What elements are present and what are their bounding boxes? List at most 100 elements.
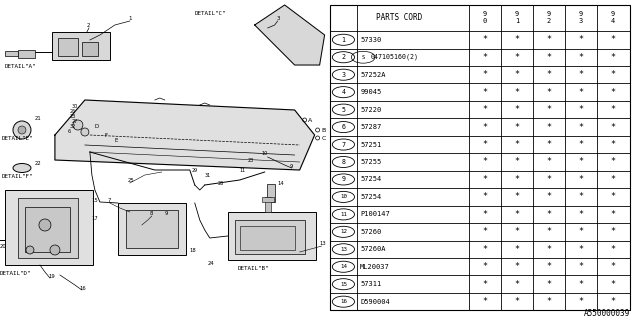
- Text: 25: 25: [128, 178, 134, 183]
- Text: *: *: [515, 70, 520, 79]
- Text: *: *: [611, 210, 616, 219]
- Text: 1: 1: [341, 37, 346, 43]
- Text: *: *: [515, 280, 520, 289]
- Text: *: *: [547, 157, 552, 166]
- Text: *: *: [579, 123, 584, 132]
- Text: 9: 9: [290, 164, 293, 169]
- Text: 57260A: 57260A: [360, 246, 386, 252]
- Text: *: *: [579, 53, 584, 62]
- Text: 9
4: 9 4: [611, 12, 615, 24]
- Text: *: *: [483, 175, 488, 184]
- Text: 2: 2: [341, 54, 346, 60]
- Text: 32: 32: [70, 124, 76, 129]
- Circle shape: [73, 120, 83, 130]
- Text: *: *: [515, 210, 520, 219]
- Text: *: *: [579, 210, 584, 219]
- Bar: [265, 197, 271, 212]
- Text: 30: 30: [72, 104, 78, 109]
- Bar: [118, 203, 186, 255]
- Text: 9: 9: [165, 211, 168, 216]
- Text: 23: 23: [248, 158, 254, 163]
- Text: *: *: [515, 88, 520, 97]
- Text: 1: 1: [128, 16, 131, 21]
- Text: *: *: [611, 123, 616, 132]
- Text: 29: 29: [192, 168, 198, 173]
- Text: *: *: [611, 140, 616, 149]
- Text: *: *: [547, 245, 552, 254]
- Text: *: *: [483, 123, 488, 132]
- Text: P100147: P100147: [360, 212, 390, 217]
- Text: 15: 15: [340, 282, 347, 287]
- Text: A550000039: A550000039: [584, 309, 630, 318]
- Text: *: *: [515, 175, 520, 184]
- Text: 7: 7: [108, 198, 111, 203]
- Text: 57254: 57254: [360, 176, 381, 182]
- Text: 57251: 57251: [360, 141, 381, 148]
- Text: 4: 4: [341, 89, 346, 95]
- Text: *: *: [515, 53, 520, 62]
- Text: *: *: [611, 175, 616, 184]
- Bar: [5, 190, 93, 265]
- Text: *: *: [515, 157, 520, 166]
- Text: *: *: [579, 297, 584, 306]
- Text: *: *: [483, 210, 488, 219]
- Text: 5: 5: [341, 107, 346, 113]
- Text: *: *: [483, 70, 488, 79]
- Text: *: *: [483, 245, 488, 254]
- Text: 57287: 57287: [360, 124, 381, 130]
- Text: 13: 13: [319, 241, 326, 246]
- Text: S: S: [362, 55, 365, 60]
- Text: *: *: [515, 262, 520, 271]
- Text: 2: 2: [87, 23, 90, 28]
- Polygon shape: [255, 5, 324, 65]
- Text: 11: 11: [340, 212, 347, 217]
- Bar: [235, 220, 305, 254]
- Text: *: *: [547, 262, 552, 271]
- Text: *: *: [579, 245, 584, 254]
- Text: *: *: [547, 210, 552, 219]
- Text: 26: 26: [218, 181, 224, 186]
- Circle shape: [26, 246, 34, 254]
- Text: 24: 24: [208, 261, 214, 266]
- Text: *: *: [515, 35, 520, 44]
- Text: *: *: [611, 192, 616, 201]
- Text: 20: 20: [0, 244, 7, 249]
- Text: *: *: [547, 140, 552, 149]
- Text: 17: 17: [92, 216, 99, 221]
- Text: *: *: [611, 280, 616, 289]
- Text: 19: 19: [48, 274, 54, 279]
- Bar: [330, 5, 630, 310]
- Text: *: *: [547, 35, 552, 44]
- Text: *: *: [515, 297, 520, 306]
- Text: D: D: [95, 124, 99, 129]
- Text: *: *: [483, 105, 488, 114]
- Text: *: *: [579, 262, 584, 271]
- Circle shape: [50, 245, 60, 255]
- Circle shape: [39, 219, 51, 231]
- Text: 26: 26: [70, 109, 76, 114]
- Text: *: *: [483, 157, 488, 166]
- Text: 16: 16: [340, 299, 347, 304]
- Text: 31: 31: [205, 173, 211, 178]
- Bar: [82, 42, 98, 56]
- Text: *: *: [515, 123, 520, 132]
- Text: *: *: [611, 88, 616, 97]
- Circle shape: [18, 126, 26, 134]
- Text: *: *: [483, 35, 488, 44]
- Text: *: *: [515, 227, 520, 236]
- Bar: [58, 38, 78, 56]
- Text: 18: 18: [190, 248, 196, 253]
- Text: 12: 12: [340, 229, 347, 234]
- Text: 9
3: 9 3: [579, 12, 583, 24]
- Text: 22: 22: [35, 161, 42, 166]
- Text: *: *: [515, 105, 520, 114]
- Text: *: *: [579, 35, 584, 44]
- Text: *: *: [547, 88, 552, 97]
- Text: *: *: [547, 192, 552, 201]
- Text: 57311: 57311: [360, 281, 381, 287]
- Text: *: *: [611, 35, 616, 44]
- Text: DETAIL"B": DETAIL"B": [237, 266, 269, 271]
- Bar: [52, 32, 110, 60]
- Text: *: *: [547, 280, 552, 289]
- Text: 16: 16: [80, 286, 86, 291]
